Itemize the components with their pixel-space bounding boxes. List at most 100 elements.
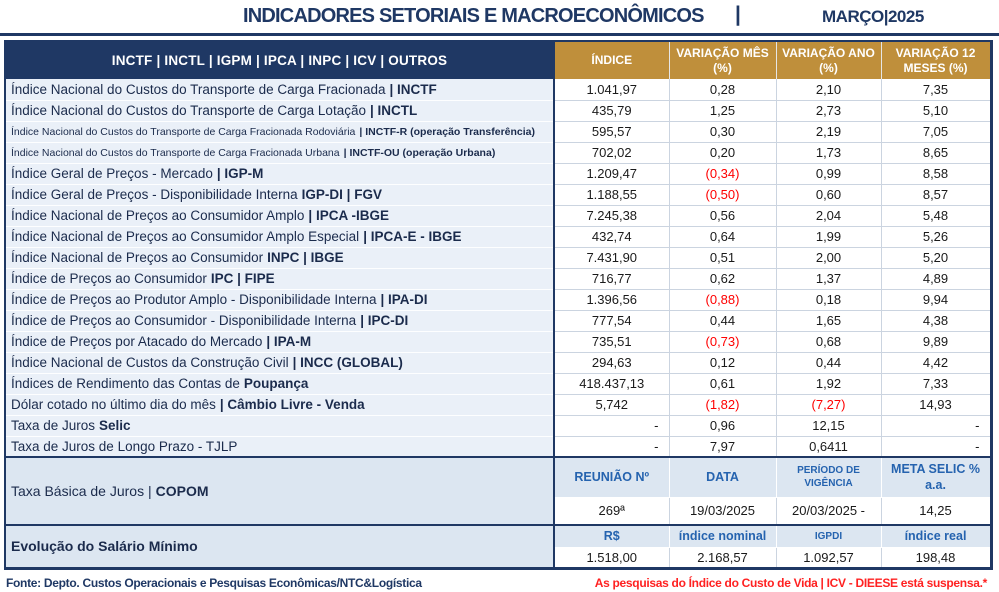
indicator-label: Índice de Preços ao Consumidor IPC | FIPE: [5, 268, 555, 290]
indice-value: 777,54: [553, 310, 669, 332]
indice-value: 7.245,38: [553, 205, 669, 227]
variacao-mes-value: 0,51: [668, 247, 776, 269]
group-header: INCTF | INCTL | IGPM | IPCA | INPC | ICV…: [5, 41, 555, 79]
copom-col-data: DATA: [668, 457, 776, 498]
table-row: Índice Nacional do Custos do Transporte …: [5, 142, 991, 164]
indicator-label: Índice de Preços ao Consumidor - Disponi…: [5, 310, 555, 332]
footer-source: Fonte: Depto. Custos Operacionais e Pesq…: [6, 576, 422, 590]
variacao-12m-value: -: [880, 415, 991, 437]
salario-igpdi-value: 1.092,57: [775, 547, 881, 568]
indice-value: 595,57: [553, 121, 669, 143]
indicator-label: Índice Nacional do Custos do Transporte …: [5, 142, 555, 164]
table-row: Dólar cotado no último dia do mês | Câmbi…: [5, 394, 991, 416]
variacao-12m-value: 7,35: [880, 79, 991, 101]
report-period: MARÇO|2025: [822, 7, 924, 26]
indice-value: 435,79: [553, 100, 669, 122]
variacao-mes-value: 7,97: [668, 436, 776, 458]
indice-value: 5,742: [553, 394, 669, 416]
table-row: Índice Nacional do Custos do Transporte …: [5, 79, 991, 101]
indice-value: 432,74: [553, 226, 669, 248]
variacao-mes-value: (0,88): [668, 289, 776, 311]
variacao-mes-value: (0,34): [668, 163, 776, 185]
indicator-label: Taxa de Juros de Longo Prazo - TJLP: [5, 436, 555, 458]
variacao-12m-value: 7,05: [880, 121, 991, 143]
footer-suspension-note: As pesquisas do Índice do Custo de Vida …: [594, 576, 988, 590]
variacao-ano-value: 0,44: [775, 352, 881, 374]
indicator-label: Índice Nacional de Custos da Construção …: [5, 352, 555, 374]
variacao-12m-value: 8,65: [880, 142, 991, 164]
column-header-indice: ÍNDICE: [553, 41, 669, 79]
variacao-12m-value: 5,20: [880, 247, 991, 269]
copom-section: Taxa Básica de Juros | COPOM REUNIÃO Nº D…: [5, 457, 991, 525]
variacao-ano-value: 1,65: [775, 310, 881, 332]
page-title: INDICADORES SETORIAIS E MACROECONÔMICOS: [243, 5, 705, 27]
indicator-label: Índices de Rendimento das Contas de Poupa…: [5, 373, 555, 395]
variacao-ano-value: 0,99: [775, 163, 881, 185]
table-row: Taxa de Juros Selic - 0,96 12,15 -: [5, 415, 991, 437]
salario-minimo-section: Evolução do Salário Mínimo R$ índice nom…: [5, 525, 991, 568]
column-header-variacao-mes: VARIAÇÃO MÊS (%): [668, 41, 776, 79]
variacao-ano-value: 2,73: [775, 100, 881, 122]
table-row: Índice Nacional do Custos do Transporte …: [5, 121, 991, 143]
copom-reuniao-value: 269ª: [553, 497, 669, 525]
indicator-label: Índice Nacional de Preços ao Consumidor I…: [5, 247, 555, 269]
salario-col-igpdi: IGPDI: [775, 525, 881, 548]
salario-indice-nominal-value: 2.168,57: [668, 547, 776, 568]
indicator-rows: Índice Nacional do Custos do Transporte …: [5, 79, 991, 458]
variacao-12m-value: 14,93: [880, 394, 991, 416]
salario-indice-real-value: 198,48: [880, 547, 991, 568]
variacao-ano-value: 1,73: [775, 142, 881, 164]
variacao-12m-value: 5,48: [880, 205, 991, 227]
column-header-variacao-12m: VARIAÇÃO 12 MESES (%): [880, 41, 991, 79]
indicator-label: Taxa de Juros Selic: [5, 415, 555, 437]
variacao-ano-value: 0,68: [775, 331, 881, 353]
indice-value: 1.209,47: [553, 163, 669, 185]
column-header-variacao-ano: VARIAÇÃO ANO (%): [775, 41, 881, 79]
variacao-ano-value: 0,60: [775, 184, 881, 206]
salario-reais-value: 1.518,00: [553, 547, 669, 568]
variacao-ano-value: 0,18: [775, 289, 881, 311]
indicator-label: Índice Nacional de Preços ao Consumidor …: [5, 226, 555, 248]
variacao-12m-value: 5,10: [880, 100, 991, 122]
variacao-ano-value: 1,92: [775, 373, 881, 395]
indicator-label: Índice Geral de Preços - Disponibilidade…: [5, 184, 555, 206]
variacao-mes-value: 0,62: [668, 268, 776, 290]
salario-col-indice-nominal: índice nominal: [668, 525, 776, 548]
variacao-mes-value: 0,64: [668, 226, 776, 248]
title-rule: [0, 33, 999, 36]
table-row: Índice de Preços ao Consumidor IPC | FIPE…: [5, 268, 991, 290]
salario-col-reais: R$: [553, 525, 669, 548]
variacao-12m-value: 8,57: [880, 184, 991, 206]
variacao-ano-value: 0,6411: [775, 436, 881, 458]
indicator-label: Índice Nacional do Custos do Transporte …: [5, 100, 555, 122]
variacao-mes-value: 0,44: [668, 310, 776, 332]
variacao-12m-value: 9,89: [880, 331, 991, 353]
variacao-ano-value: 2,10: [775, 79, 881, 101]
variacao-mes-value: 0,61: [668, 373, 776, 395]
indice-value: 1.188,55: [553, 184, 669, 206]
copom-data-value: 19/03/2025: [668, 497, 776, 525]
variacao-12m-value: 7,33: [880, 373, 991, 395]
indicator-label: Índice Geral de Preços - Mercado | IGP-M: [5, 163, 555, 185]
indicator-label: Dólar cotado no último dia do mês | Câmbi…: [5, 394, 555, 416]
copom-col-meta-selic: META SELIC % a.a.: [880, 457, 991, 498]
variacao-mes-value: 0,12: [668, 352, 776, 374]
indice-value: 7.431,90: [553, 247, 669, 269]
variacao-ano-value: 2,00: [775, 247, 881, 269]
indicator-label: Índice de Preços por Atacado do Mercado |…: [5, 331, 555, 353]
indice-value: 702,02: [553, 142, 669, 164]
salario-minimo-label: Evolução do Salário Mínimo: [5, 525, 555, 568]
variacao-12m-value: 4,38: [880, 310, 991, 332]
copom-periodo-value: 20/03/2025 -: [775, 497, 881, 525]
variacao-mes-value: 0,30: [668, 121, 776, 143]
variacao-ano-value: 2,19: [775, 121, 881, 143]
variacao-mes-value: (0,50): [668, 184, 776, 206]
variacao-12m-value: -: [880, 436, 991, 458]
variacao-12m-value: 4,42: [880, 352, 991, 374]
copom-meta-selic-value: 14,25: [880, 497, 991, 525]
table-row: Índice Geral de Preços - Disponibilidade…: [5, 184, 991, 206]
indice-value: -: [553, 415, 669, 437]
variacao-12m-value: 4,89: [880, 268, 991, 290]
indicator-label: Índice Nacional do Custos do Transporte …: [5, 121, 555, 143]
